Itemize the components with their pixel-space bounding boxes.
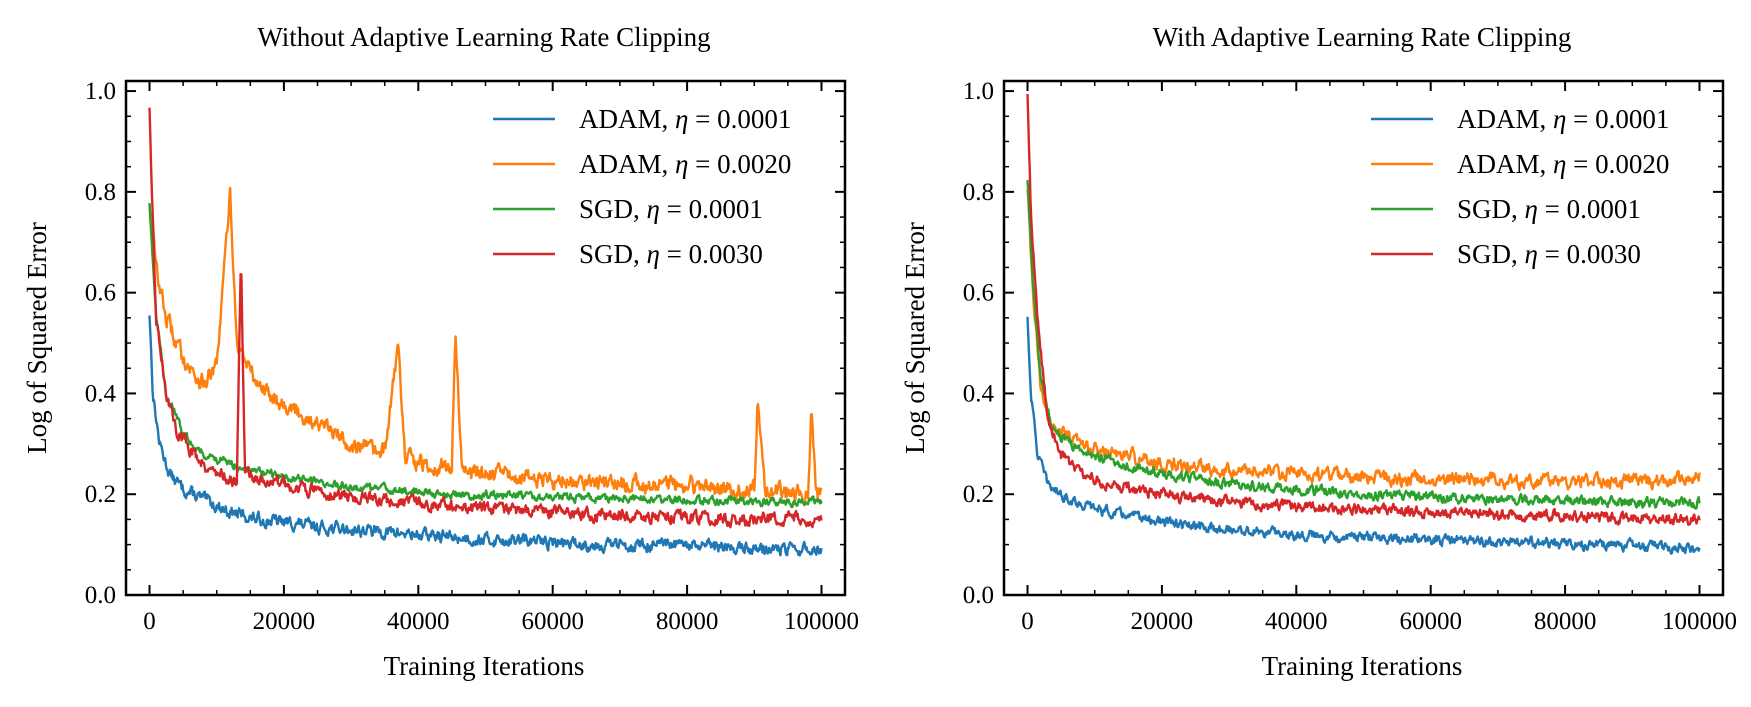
x-axis-label: Training Iterations [1262,651,1463,681]
x-axis-label: Training Iterations [384,651,585,681]
x-tick-label: 80000 [656,608,719,635]
series-line-2 [1026,189,1701,492]
series-line-3 [1026,180,1701,510]
series-line-1 [148,315,823,557]
x-tick-label: 100000 [1662,608,1737,635]
legend-entry: ADAM, η = 0.0020 [1457,149,1669,179]
x-tick-label: 80000 [1534,608,1597,635]
y-tick-label: 0.8 [85,179,116,206]
legend-entry: ADAM, η = 0.0001 [1457,104,1669,134]
x-tick-label: 60000 [1399,608,1462,635]
chart-title: With Adaptive Learning Rate Clipping [1153,22,1572,52]
plot-area [148,107,823,557]
series-line-4 [1026,93,1701,526]
plot-area [1026,93,1701,555]
legend-entry: SGD, η = 0.0001 [579,194,763,224]
x-tick-label: 40000 [387,608,450,635]
y-tick-label: 1.0 [963,78,994,105]
y-tick-label: 0.4 [85,380,117,407]
y-tick-label: 0.2 [85,481,116,508]
chart-panel-1: 0 20000 40000 60000 80000 100000 0.0 0.2 0.4 0.6 0… [22,22,859,681]
x-tick-label: 0 [143,608,156,635]
y-tick-label: 0.8 [963,179,994,206]
x-tick-label: 20000 [253,608,316,635]
legend-entry: SGD, η = 0.0030 [579,239,763,269]
y-tick-label: 0.0 [85,582,116,609]
y-axis-label: Log of Squared Error [22,222,52,454]
x-tick-label: 60000 [521,608,584,635]
y-axis-label: Log of Squared Error [900,222,930,454]
y-tick-label: 0.2 [963,481,994,508]
series-line-4 [148,107,823,529]
y-tick-label: 0.6 [85,280,116,307]
legend-entry: SGD, η = 0.0001 [1457,194,1641,224]
legend-entry: ADAM, η = 0.0001 [579,104,791,134]
x-tick-label: 0 [1021,608,1034,635]
y-tick-label: 0.0 [963,582,994,609]
x-tick-label: 100000 [784,608,859,635]
legend-entry: SGD, η = 0.0030 [1457,239,1641,269]
y-tick-label: 1.0 [85,78,116,105]
series-line-1 [1026,316,1701,555]
chart-panel-2: 0 20000 40000 60000 80000 100000 0.0 0.2 0.4 0.6 0… [900,22,1737,681]
y-tick-label: 0.6 [963,280,994,307]
chart-title: Without Adaptive Learning Rate Clipping [257,22,710,52]
x-tick-label: 40000 [1265,608,1328,635]
x-tick-label: 20000 [1131,608,1194,635]
series-line-2 [148,186,823,507]
series-line-3 [148,203,823,509]
y-tick-label: 0.4 [963,380,995,407]
legend-entry: ADAM, η = 0.0020 [579,149,791,179]
